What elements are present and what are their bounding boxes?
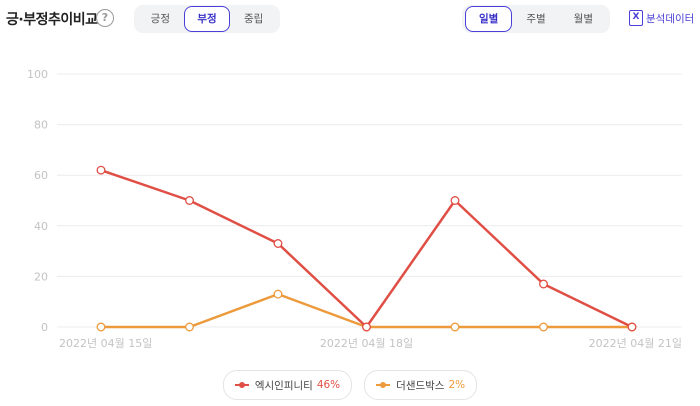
x-tick-label: 2022년 04월 21일 — [589, 336, 682, 350]
legend-marker-icon — [234, 381, 249, 389]
legend-series-share: 2% — [448, 379, 466, 391]
analysis-data-label: 분석데이터 — [646, 12, 695, 25]
data-point-series-2 — [450, 322, 460, 332]
tab-daily[interactable]: 일별 — [465, 6, 513, 32]
tab-monthly[interactable]: 월별 — [573, 13, 593, 25]
legend: 엑시인피니티 46% 더샌드박스 2% — [0, 370, 700, 400]
data-point-series-2 — [96, 322, 106, 332]
chart-header: 긍·부정추이비교 ? 긍정 부정 중립 일별 주별 월별 X 분석데이터 — [0, 0, 700, 40]
tab-weekly[interactable]: 주별 — [526, 13, 546, 25]
y-tick-label: 100 — [27, 68, 48, 81]
section-title: 긍·부정추이비교 — [6, 12, 98, 28]
tab-neutral[interactable]: 중립 — [244, 13, 264, 25]
x-tick-label: 2022년 04월 15일 — [59, 336, 152, 350]
analysis-data-button[interactable]: X 분석데이터 — [629, 10, 694, 26]
data-point-series-1 — [96, 165, 106, 175]
legend-series-name: 더샌드박스 — [396, 379, 445, 392]
data-point-series-2 — [185, 322, 194, 332]
legend-item-series-1[interactable]: 엑시인피니티 46% — [222, 370, 353, 400]
data-point-series-2 — [539, 322, 548, 332]
data-point-series-2 — [273, 289, 283, 299]
help-icon[interactable]: ? — [96, 9, 114, 27]
y-tick-label: 80 — [34, 119, 48, 132]
legend-series-share: 46% — [316, 379, 341, 391]
legend-series-name: 엑시인피니티 — [254, 379, 313, 392]
data-point-series-1 — [539, 279, 548, 289]
tab-negative[interactable]: 부정 — [183, 6, 231, 32]
tab-positive[interactable]: 긍정 — [150, 13, 170, 25]
y-tick-label: 40 — [34, 220, 48, 233]
period-tabs: 일별 주별 월별 — [462, 5, 610, 33]
legend-marker-icon — [376, 381, 391, 389]
series-line-1 — [99, 168, 634, 329]
y-tick-label: 0 — [41, 321, 48, 334]
sentiment-tabs: 긍정 부정 중립 — [134, 5, 280, 33]
y-tick-label: 20 — [34, 270, 48, 283]
data-point-series-1 — [450, 196, 460, 205]
data-point-series-1 — [273, 239, 283, 248]
excel-icon: X — [629, 10, 643, 26]
data-point-series-1 — [362, 322, 371, 332]
x-tick-label: 2022년 04월 18일 — [320, 336, 413, 350]
legend-item-series-2[interactable]: 더샌드박스 2% — [364, 370, 478, 400]
data-point-series-1 — [627, 322, 637, 332]
data-point-series-1 — [185, 196, 194, 205]
series-line-2 — [99, 292, 634, 329]
y-tick-label: 60 — [34, 169, 48, 182]
